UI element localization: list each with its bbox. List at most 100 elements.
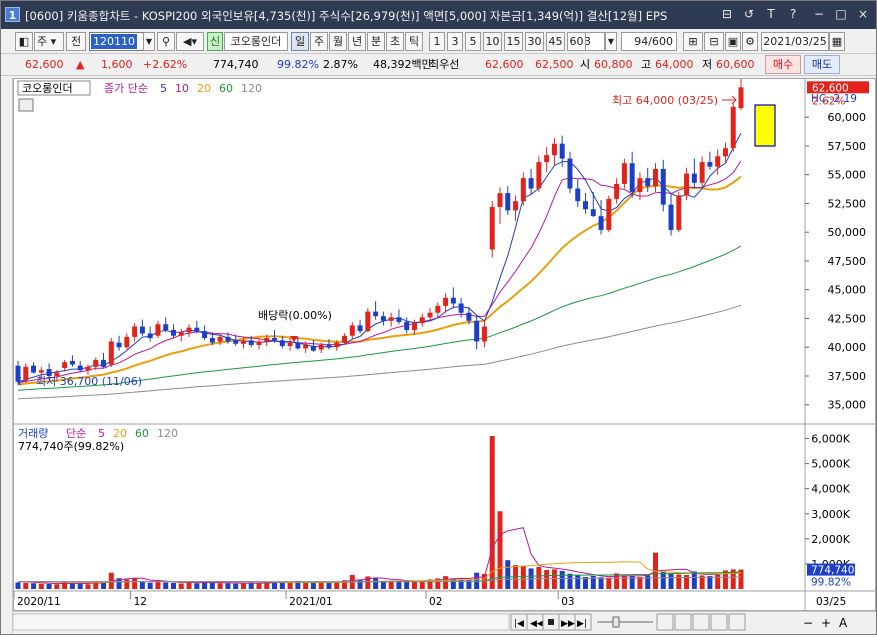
font-size-icon[interactable]: A [839,616,848,630]
candle-body[interactable] [116,342,122,348]
search-icon[interactable]: ⚲ [157,32,175,51]
calculator-icon[interactable] [18,98,34,112]
volume-bar[interactable] [373,578,379,589]
tool-button-4[interactable] [710,613,728,631]
candle-body[interactable] [544,155,550,163]
candle-body[interactable] [31,365,37,373]
candle-body[interactable] [520,178,526,202]
candle-body[interactable] [54,372,60,376]
volume-bar[interactable] [116,578,122,589]
volume-bar[interactable] [660,571,666,589]
current-price-box[interactable] [754,104,776,147]
candle-body[interactable] [217,336,223,342]
candle-body[interactable] [528,178,534,189]
volume-bar[interactable] [217,583,223,589]
close-icon[interactable]: × [857,7,869,21]
candle-body[interactable] [380,316,386,321]
candle-body[interactable] [474,320,480,342]
volume-bar[interactable] [645,575,651,589]
interval-tab-2[interactable]: 월 [329,32,347,51]
volume-bar[interactable] [621,575,627,589]
volume-bar[interactable] [365,576,371,589]
candle-body[interactable] [691,173,697,183]
stock-code-input[interactable]: 120110 [89,32,155,51]
volume-bar[interactable] [233,583,239,589]
maximize-icon[interactable]: □ [835,7,847,21]
tool-button-5[interactable] [728,613,746,631]
tool-button-2[interactable] [674,613,692,631]
volume-bar[interactable] [466,579,472,589]
interval-tab-4[interactable]: 분 [367,32,385,51]
candle-body[interactable] [295,342,301,349]
candle-body[interactable] [598,216,604,230]
volume-bar[interactable] [707,575,713,589]
gear-icon[interactable]: ⚙ [742,32,758,51]
volume-bar[interactable] [209,582,215,589]
volume-bar[interactable] [505,560,511,589]
candle-body[interactable] [124,336,130,348]
candle-body[interactable] [23,366,29,381]
candle-body[interactable] [225,336,231,342]
volume-bar[interactable] [147,582,153,589]
candle-body[interactable] [108,341,114,365]
volume-bar[interactable] [551,569,557,589]
volume-bar[interactable] [178,583,184,589]
candle-body[interactable] [489,206,495,250]
chart-svg[interactable]: 60,000 57,500 55,000 52,500 50,000 47,500 45,0… [14,79,877,612]
volume-bar[interactable] [170,582,176,589]
volume-bar[interactable] [738,569,744,589]
candle-body[interactable] [194,327,200,332]
refresh-icon[interactable]: ↺ [743,7,755,21]
volume-bar[interactable] [62,581,68,589]
candle-body[interactable] [707,162,713,167]
volume-bar[interactable] [380,581,386,589]
volume-bar[interactable] [606,577,612,589]
volume-bar[interactable] [303,582,309,589]
volume-bar[interactable] [264,582,270,589]
minute-tab-5[interactable]: 30 [525,32,544,51]
candle-body[interactable] [551,143,557,156]
volume-bar[interactable] [520,565,526,589]
candle-body[interactable] [147,333,153,339]
volume-bar[interactable] [497,511,503,589]
candle-body[interactable] [590,209,596,217]
volume-bar[interactable] [722,570,728,589]
zoom-minus-icon[interactable]: − [803,616,813,630]
candle-body[interactable] [676,195,682,230]
volume-bar[interactable] [194,583,200,589]
candle-body[interactable] [186,327,192,333]
candle-body[interactable] [621,163,627,184]
candle-body[interactable] [396,317,402,322]
volume-bar[interactable] [583,576,589,589]
candle-body[interactable] [93,359,99,367]
candle-body[interactable] [248,340,254,345]
candle-body[interactable] [606,198,612,230]
volume-bar[interactable] [240,582,246,589]
candle-body[interactable] [722,148,728,157]
volume-bar[interactable] [295,580,301,589]
sound-icon[interactable]: ◀▾ [176,32,204,51]
candle-body[interactable] [310,346,316,351]
candle-body[interactable] [178,332,184,336]
candle-body[interactable] [38,370,44,373]
candle-body[interactable] [668,204,674,230]
volume-bar[interactable] [31,583,37,589]
calendar-icon[interactable]: ▦ [829,32,845,51]
candle-body[interactable] [715,156,721,167]
candle-body[interactable] [505,193,511,211]
candle-body[interactable] [567,158,573,189]
candle-body[interactable] [15,365,21,382]
volume-bar[interactable] [46,583,52,589]
candle-body[interactable] [388,317,394,321]
candle-body[interactable] [536,162,542,189]
candle-body[interactable] [699,162,705,183]
candle-body[interactable] [334,342,340,348]
candle-body[interactable] [342,335,348,343]
volume-bar[interactable] [575,575,581,589]
save-icon[interactable]: ▣ [725,32,741,51]
candle-body[interactable] [101,359,107,367]
volume-bar[interactable] [676,574,682,589]
volume-bar[interactable] [334,582,340,589]
volume-bar[interactable] [637,576,643,589]
chart-menu-icon[interactable]: ◧ [15,32,33,51]
